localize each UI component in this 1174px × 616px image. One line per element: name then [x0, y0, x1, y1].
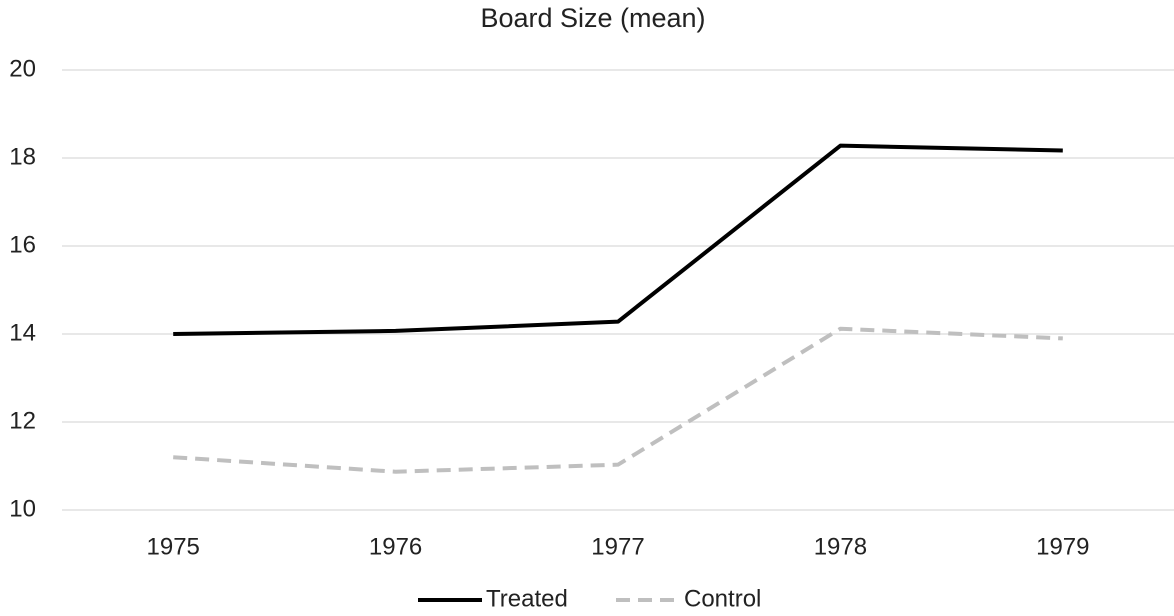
x-tick-label: 1979 [1036, 533, 1089, 560]
legend-label: Treated [486, 585, 568, 612]
x-tick-label: 1978 [814, 533, 867, 560]
x-tick-label: 1976 [369, 533, 422, 560]
y-tick-label: 16 [9, 231, 36, 258]
y-tick-label: 18 [9, 143, 36, 170]
y-tick-label: 10 [9, 495, 36, 522]
legend-label: Control [684, 585, 761, 612]
data-line [173, 326, 1063, 474]
data-line [173, 143, 1063, 336]
x-tick-label: 1975 [147, 533, 200, 560]
x-tick-label: 1977 [591, 533, 644, 560]
chart-title: Board Size (mean) [480, 3, 705, 33]
y-tick-label: 20 [9, 55, 36, 82]
y-tick-label: 12 [9, 407, 36, 434]
y-tick-label: 14 [9, 319, 36, 346]
